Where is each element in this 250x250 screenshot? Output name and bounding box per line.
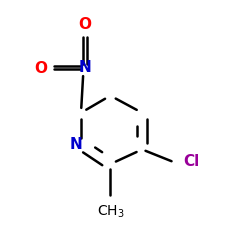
Text: CH$_3$: CH$_3$ (96, 203, 124, 220)
Text: Cl: Cl (184, 154, 200, 169)
Text: O: O (34, 61, 47, 76)
Text: N: N (78, 60, 91, 75)
Text: O: O (78, 17, 91, 32)
Text: N: N (70, 137, 82, 152)
